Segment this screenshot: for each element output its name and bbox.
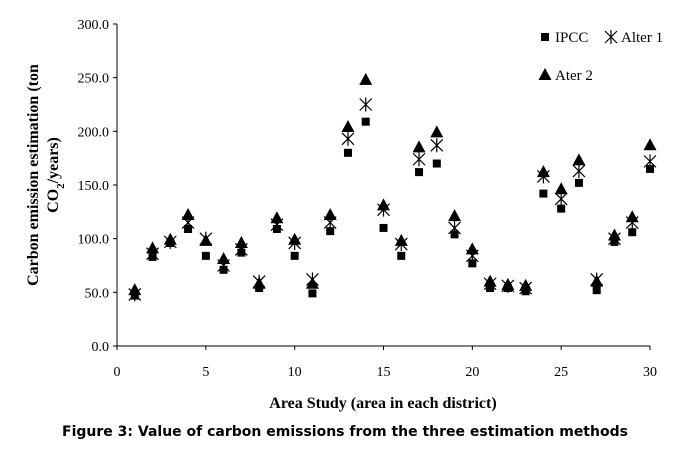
y-tick-label: 300.0 (78, 18, 110, 33)
x-tick-label: 25 (554, 365, 568, 380)
figure-caption: Figure 3: Value of carbon emissions from… (62, 424, 628, 440)
data-point-square (255, 284, 264, 293)
data-point-square (628, 228, 637, 237)
data-point-triangle (412, 140, 426, 153)
data-point-square (130, 291, 139, 300)
data-point-square (148, 252, 157, 261)
x-tick-label: 10 (288, 365, 302, 380)
data-point-triangle (554, 182, 568, 195)
data-point-asterisk (199, 231, 213, 246)
axes (113, 23, 651, 350)
data-point-square (646, 164, 654, 173)
legend-label: Ater 2 (555, 68, 593, 84)
y-tick-label: 100.0 (78, 233, 110, 248)
data-point-square (592, 286, 601, 295)
data-point-square (521, 287, 530, 296)
data-point-asterisk (359, 97, 373, 112)
y-axis-title-line-1: Carbon emission estimation (ton (25, 64, 42, 286)
data-point-asterisk (625, 215, 639, 230)
data-point-square (486, 284, 495, 293)
legend: IPCC Alter 1 Ater 2 (538, 30, 663, 84)
legend-label: Alter 1 (621, 30, 663, 46)
data-point-asterisk (572, 164, 586, 179)
data-point-square (343, 148, 352, 157)
y-axis-title: Carbon emission estimation (ton CO2/year… (25, 64, 67, 286)
data-point-square (503, 284, 512, 293)
data-point-square (539, 189, 548, 198)
data-point-square (290, 251, 299, 260)
data-point-triangle (465, 242, 479, 255)
data-point-square (361, 117, 370, 126)
data-point-asterisk (341, 131, 355, 146)
data-point-triangle (448, 209, 462, 222)
data-point-square (557, 204, 566, 213)
data-point-square (468, 259, 477, 268)
legend-marker-triangle (538, 68, 552, 80)
y-tick-label: 0.0 (92, 340, 110, 355)
y-axis-title-line-2: CO2/years) (45, 137, 67, 213)
data-point-triangle (430, 125, 444, 138)
x-tick-label: 20 (465, 365, 479, 380)
data-point-square (272, 225, 281, 234)
data-point-square (379, 223, 388, 232)
legend-marker-asterisk (604, 30, 618, 44)
data-point-triangle (341, 120, 355, 133)
scatter-chart: Carbon emission estimation (ton CO2/year… (25, 18, 663, 412)
data-point-triangle (217, 252, 231, 265)
data-point-asterisk (306, 272, 319, 287)
data-point-triangle (572, 153, 586, 166)
data-point-square (184, 225, 193, 234)
data-point-square (219, 265, 228, 274)
data-point-triangle (270, 211, 284, 224)
data-point-square (415, 168, 424, 177)
data-point-triangle (181, 208, 195, 221)
legend-label: IPCC (555, 30, 588, 46)
data-point-asterisk (377, 202, 390, 217)
data-point-square (166, 238, 175, 247)
data-point-square (432, 159, 441, 168)
y-tick-label: 200.0 (78, 125, 110, 140)
data-point-square (397, 251, 406, 260)
data-point-square (308, 289, 317, 298)
x-tick-label: 15 (377, 365, 391, 380)
data-point-square (326, 227, 335, 236)
x-tick-label: 30 (643, 365, 657, 380)
chart-svg: Carbon emission estimation (ton CO2/year… (25, 18, 663, 412)
x-axis-title: Area Study (area in each district) (269, 395, 496, 412)
data-point-asterisk (430, 138, 444, 153)
data-point-asterisk (412, 152, 426, 167)
data-points (128, 72, 657, 302)
data-point-asterisk (536, 169, 550, 184)
x-tick-label: 5 (202, 365, 209, 380)
data-point-square (237, 248, 246, 257)
y-tick-label: 150.0 (78, 179, 110, 194)
data-point-asterisk (554, 191, 568, 206)
data-point-square (201, 251, 210, 260)
data-point-asterisk (394, 237, 408, 252)
y-tick-label: 250.0 (78, 72, 110, 87)
legend-marker-square (541, 33, 549, 41)
data-point-triangle (643, 138, 657, 151)
x-tick-label: 0 (114, 365, 121, 380)
tick-labels: 0.0 50.0 100.0 150.0 200.0 250.0 300.0 0 5 10 15 20… (78, 18, 658, 380)
data-point-triangle (323, 208, 337, 221)
data-point-triangle (359, 72, 373, 85)
data-point-square (450, 230, 459, 239)
data-point-asterisk (288, 235, 302, 250)
data-point-asterisk (590, 272, 604, 287)
y-tick-label: 50.0 (85, 286, 110, 301)
data-point-square (610, 237, 619, 246)
data-point-triangle (234, 235, 248, 248)
data-point-square (574, 178, 583, 187)
